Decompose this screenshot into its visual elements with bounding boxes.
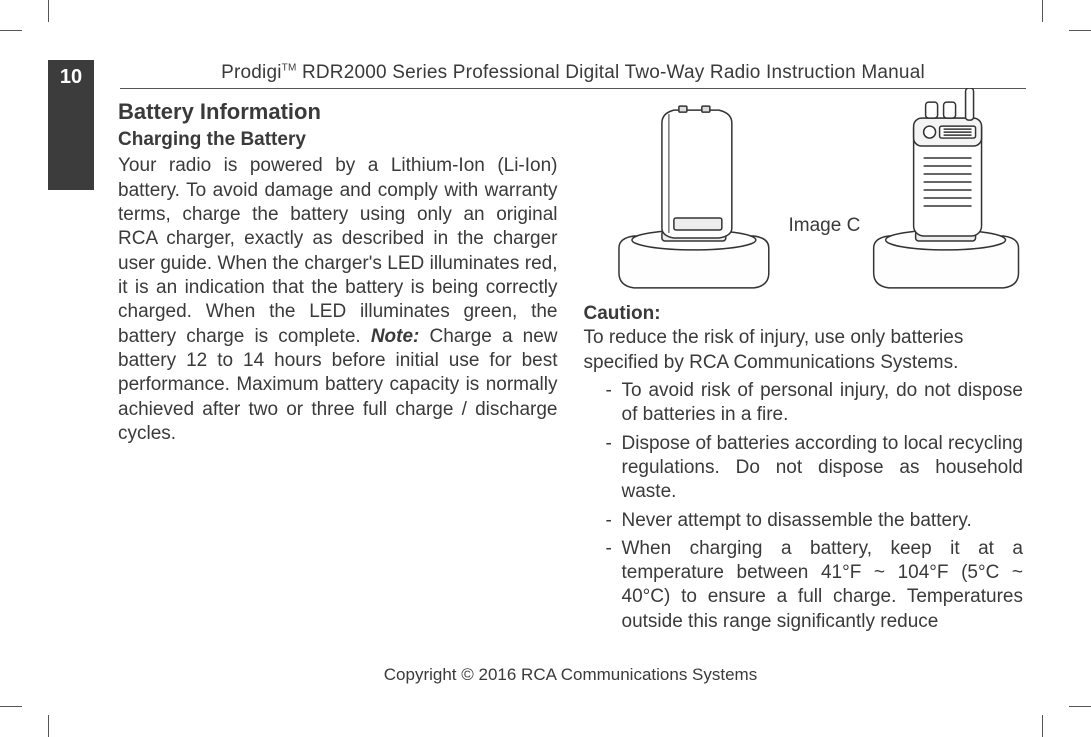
sub-section-title: Charging the Battery [118, 128, 558, 152]
list-item: When charging a battery, keep it at a te… [606, 537, 1024, 634]
page-number: 10 [48, 66, 94, 89]
caution-bullet-list: To avoid risk of personal injury, do not… [606, 379, 1024, 634]
radio-charger-illustration-icon [584, 88, 1024, 298]
list-item-text: Never attempt to disassemble the battery… [622, 510, 972, 531]
figure-image-c: Image C [584, 98, 1024, 296]
section-title: Battery Information [118, 98, 558, 126]
paragraph-text: Your radio is powered by a Lithium-Ion (… [118, 155, 558, 346]
crop-mark [1042, 715, 1043, 737]
running-head-rest: RDR2000 Series Professional Digital Two-… [296, 62, 924, 83]
list-item: Never attempt to disassemble the battery… [606, 509, 1024, 533]
crop-mark [1069, 706, 1091, 707]
caution-lead-text: To reduce the risk of injury, use only b… [584, 326, 1024, 375]
list-item: To avoid risk of personal injury, do not… [606, 379, 1024, 428]
crop-mark [1069, 30, 1091, 31]
content-area: Battery Information Charging the Battery… [118, 98, 1023, 647]
crop-mark [1042, 0, 1043, 22]
right-column: Image C Caution: To reduce the risk of i… [584, 98, 1024, 647]
crop-mark [48, 0, 49, 22]
running-head-prefix: Prodigi [221, 62, 282, 83]
list-item-text: Dispose of batteries according to local … [622, 433, 1024, 503]
running-head: ProdigiTM RDR2000 Series Professional Di… [120, 62, 1026, 89]
list-item-text: When charging a battery, keep it at a te… [622, 538, 1024, 632]
trademark-symbol: TM [282, 63, 297, 74]
figure-label: Image C [789, 214, 861, 238]
caution-heading: Caution: [584, 302, 1024, 326]
crop-mark [0, 706, 22, 707]
copyright-footer: Copyright © 2016 RCA Communications Syst… [118, 665, 1023, 685]
list-item-text: To avoid risk of personal injury, do not… [622, 380, 1024, 425]
page-tab: 10 [48, 60, 94, 190]
note-label: Note: [371, 326, 420, 347]
list-item: Dispose of batteries according to local … [606, 432, 1024, 505]
crop-mark [0, 30, 22, 31]
crop-mark [48, 715, 49, 737]
body-paragraph: Your radio is powered by a Lithium-Ion (… [118, 154, 558, 446]
left-column: Battery Information Charging the Battery… [118, 98, 558, 647]
